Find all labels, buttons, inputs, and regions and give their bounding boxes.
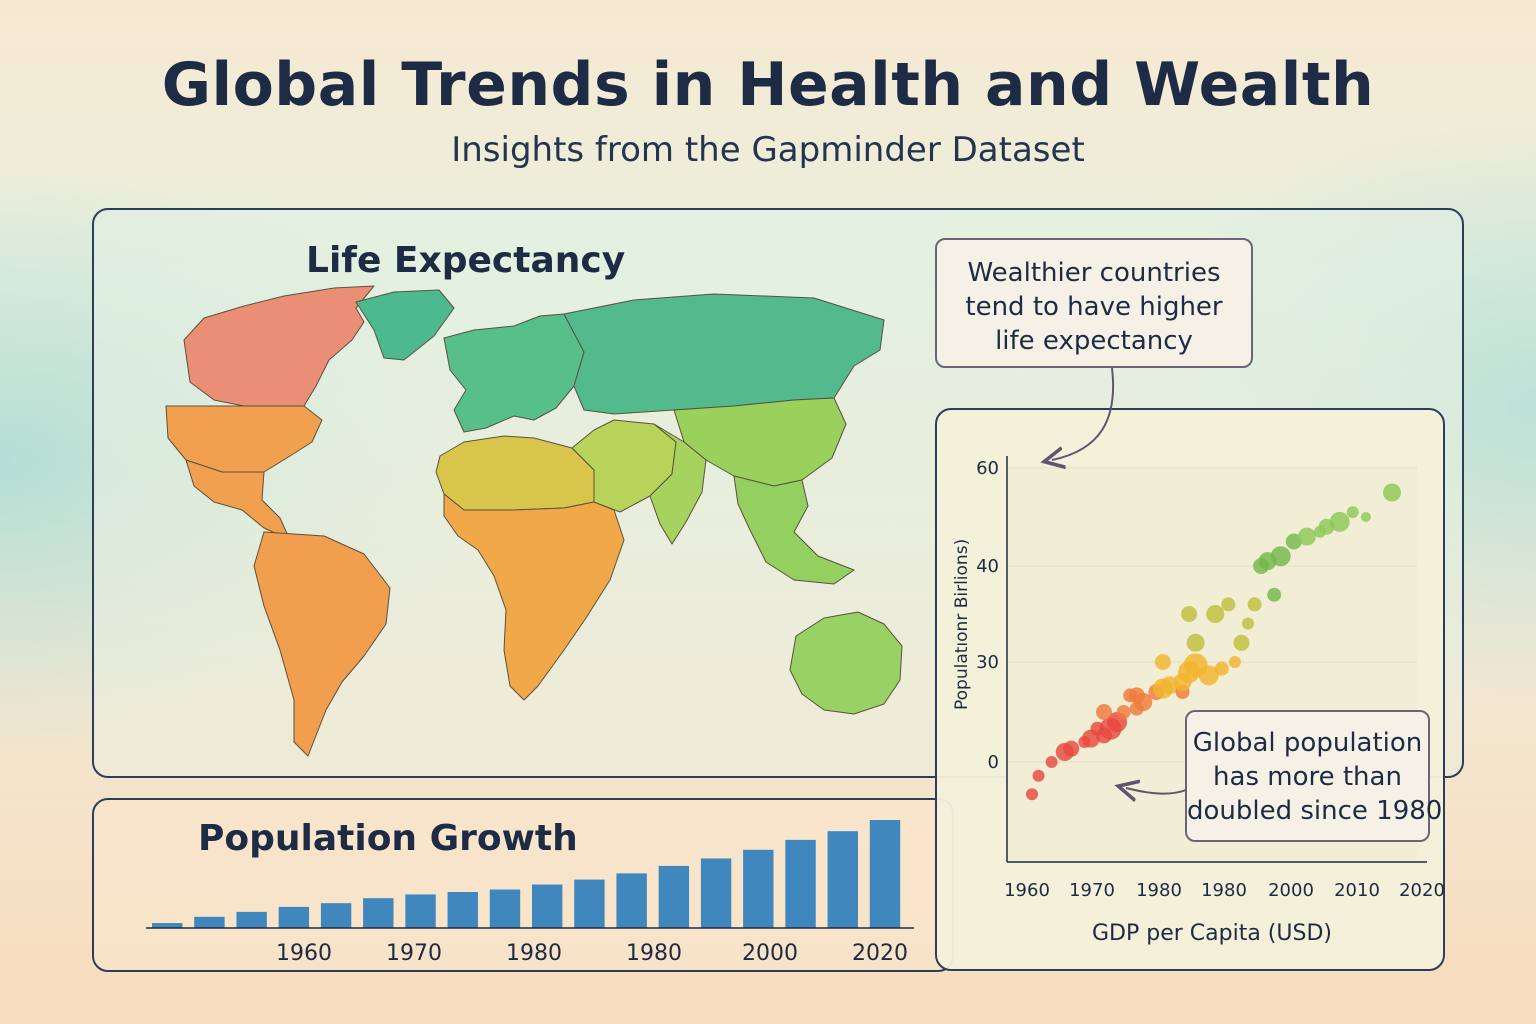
scatter-point bbox=[1267, 587, 1282, 602]
population-bar-chart: 1960 1970 1980 1980 2000 2020 bbox=[146, 820, 914, 966]
population-bar bbox=[785, 839, 816, 928]
gdp-scatter-panel: 60 40 30 0 1960 1970 1980 1980 2000 2010 2020 GDP … bbox=[935, 408, 1445, 971]
scatter-point bbox=[1026, 788, 1038, 801]
scatter-x-tick-label: 1960 bbox=[1004, 880, 1050, 901]
world-map bbox=[165, 285, 903, 757]
scatter-point bbox=[1154, 654, 1171, 670]
scatter-point bbox=[1233, 634, 1250, 651]
population-bar bbox=[405, 894, 436, 928]
scatter-x-tick-label: 1980 bbox=[1201, 880, 1247, 901]
scatter-point bbox=[1096, 704, 1112, 720]
population-bar bbox=[574, 879, 605, 928]
scatter-x-label: GDP per Capita (USD) bbox=[1092, 921, 1332, 946]
map-region-sub-saharan-africa bbox=[443, 493, 625, 701]
scatter-point bbox=[1045, 756, 1058, 768]
population-bar bbox=[278, 906, 310, 928]
scatter-point bbox=[1228, 656, 1241, 668]
wealth-callout: Wealthier countries tend to have higher … bbox=[935, 238, 1253, 368]
population-bar bbox=[152, 923, 183, 928]
population-callout-line: Global population bbox=[1192, 728, 1423, 758]
map-title: Life Expectancy bbox=[306, 240, 626, 281]
gdp-scatter-chart: 60 40 30 0 1960 1970 1980 1980 2000 2010 2020 GDP … bbox=[952, 456, 1445, 946]
scatter-point bbox=[1247, 597, 1262, 612]
population-tick-label: 1980 bbox=[626, 941, 682, 966]
population-growth-panel: Population Growth 1960 1970 1980 1980 2000 20… bbox=[92, 798, 954, 972]
population-bar bbox=[447, 892, 478, 928]
scatter-point bbox=[1206, 605, 1225, 623]
scatter-point bbox=[1063, 740, 1080, 757]
population-bar bbox=[489, 889, 521, 928]
scatter-point bbox=[1270, 546, 1291, 567]
population-bar bbox=[616, 873, 647, 928]
map-region-south-america bbox=[253, 531, 391, 757]
scatter-y-label: Populatıonr Birlions) bbox=[952, 539, 972, 710]
population-callout-line: has more than bbox=[1213, 762, 1402, 792]
population-title: Population Growth bbox=[198, 818, 578, 859]
scatter-point bbox=[1346, 506, 1359, 519]
scatter-point bbox=[1242, 617, 1254, 630]
population-bar bbox=[700, 858, 732, 928]
map-region-greenland bbox=[355, 289, 455, 361]
wealth-callout-line: tend to have higher bbox=[965, 292, 1223, 322]
map-region-united-states bbox=[165, 405, 323, 473]
population-tick-label: 2000 bbox=[742, 941, 798, 966]
scatter-y-tick-label: 0 bbox=[988, 752, 999, 773]
population-bar bbox=[194, 916, 225, 928]
scatter-point bbox=[1214, 661, 1229, 676]
scatter-y-tick-label: 60 bbox=[976, 458, 999, 479]
scatter-point bbox=[1329, 511, 1350, 532]
scatter-y-tick-label: 30 bbox=[976, 652, 999, 673]
population-bar bbox=[320, 903, 352, 928]
map-region-canada bbox=[183, 285, 375, 407]
map-region-south-asia bbox=[649, 423, 707, 545]
scatter-x-tick-label: 2000 bbox=[1268, 880, 1314, 901]
map-region-southeast-asia bbox=[733, 475, 855, 585]
map-region-central-america bbox=[185, 459, 291, 541]
wealth-callout-line: Wealthier countries bbox=[967, 258, 1221, 288]
scatter-x-tick-label: 2010 bbox=[1334, 880, 1380, 901]
population-bar bbox=[236, 911, 267, 928]
population-tick-label: 1980 bbox=[506, 941, 562, 966]
page-subtitle: Insights from the Gapminder Dataset bbox=[451, 130, 1085, 170]
map-region-north-africa bbox=[435, 435, 595, 511]
scatter-point bbox=[1221, 597, 1236, 612]
scatter-y-tick-label: 40 bbox=[976, 556, 999, 577]
population-bar bbox=[532, 884, 563, 928]
scatter-point bbox=[1186, 633, 1205, 652]
scatter-point bbox=[1128, 687, 1145, 704]
scatter-point bbox=[1297, 527, 1316, 546]
population-bar bbox=[827, 831, 858, 928]
scatter-point bbox=[1032, 769, 1045, 782]
population-tick-label: 1960 bbox=[276, 941, 332, 966]
scatter-point bbox=[1285, 533, 1302, 550]
scatter-point bbox=[1198, 665, 1219, 686]
scatter-point bbox=[1181, 606, 1198, 622]
scatter-point bbox=[1116, 705, 1131, 719]
map-region-russia bbox=[563, 293, 885, 415]
population-bar bbox=[363, 898, 394, 928]
map-region-europe bbox=[443, 313, 585, 433]
scatter-x-tick-label: 2020 bbox=[1399, 880, 1445, 901]
population-bar bbox=[658, 865, 690, 928]
population-tick-label: 2020 bbox=[852, 941, 908, 966]
population-bar bbox=[869, 820, 901, 928]
population-callout-line: doubled since 1980 bbox=[1187, 796, 1443, 826]
scatter-point bbox=[1383, 483, 1401, 502]
scatter-x-tick-label: 1970 bbox=[1069, 880, 1115, 901]
population-tick-label: 1970 bbox=[386, 941, 442, 966]
population-bar bbox=[743, 849, 774, 928]
page-title: Global Trends in Health and Wealth bbox=[161, 50, 1375, 120]
map-region-australia bbox=[789, 611, 903, 715]
scatter-x-tick-label: 1980 bbox=[1136, 880, 1182, 901]
population-callout: Global population has more than doubled … bbox=[1185, 710, 1443, 842]
scatter-point bbox=[1360, 512, 1371, 522]
wealth-callout-line: life expectancy bbox=[995, 326, 1193, 356]
